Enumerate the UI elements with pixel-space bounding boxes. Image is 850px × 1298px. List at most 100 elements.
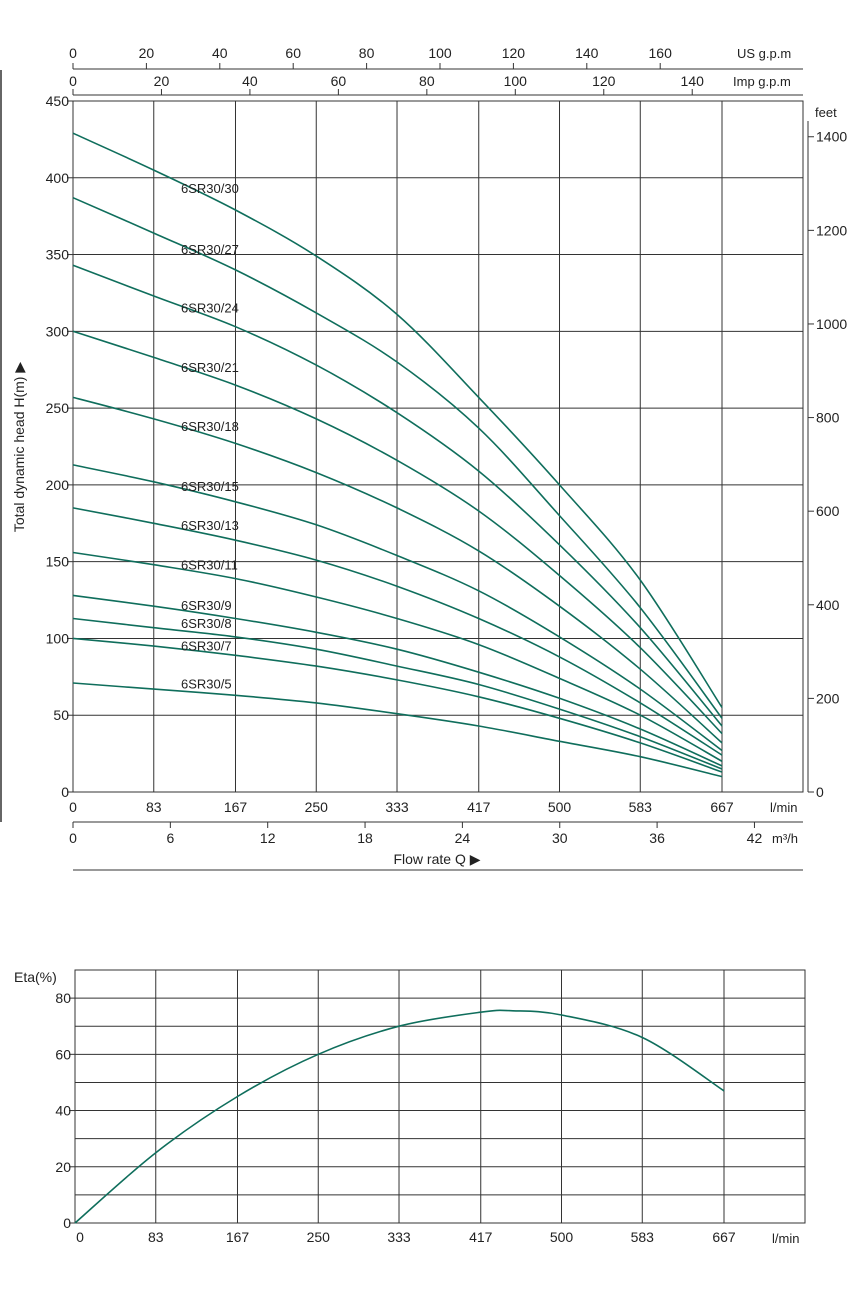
impgpm-tick-label: 40 <box>242 73 258 89</box>
x-lmin-tick-label: 500 <box>548 799 572 815</box>
curve-label: 6SR30/13 <box>181 518 239 533</box>
eta-x-tick-label: 250 <box>307 1229 331 1245</box>
impgpm-tick-label: 100 <box>504 73 528 89</box>
eta-x-tick-label: 333 <box>387 1229 411 1245</box>
y-tick-label: 300 <box>46 323 70 339</box>
usgpm-tick-label: 20 <box>139 45 155 61</box>
m3h-tick-label: 6 <box>166 830 174 846</box>
eta-y-tick-label: 20 <box>55 1159 71 1175</box>
curve-6sr30-30 <box>72 132 723 708</box>
usgpm-tick-label: 160 <box>649 45 673 61</box>
impgpm-tick-label: 120 <box>592 73 616 89</box>
curve-label: 6SR30/11 <box>181 557 238 572</box>
feet-unit: feet <box>815 105 837 120</box>
y-tick-label: 450 <box>46 93 70 109</box>
usgpm-tick-label: 80 <box>359 45 375 61</box>
eta-y-tick-label: 80 <box>55 990 71 1006</box>
m3h-tick-label: 42 <box>747 830 763 846</box>
curve-6sr30-21 <box>72 330 723 735</box>
curve-label: 6SR30/9 <box>181 598 232 613</box>
m3h-tick-label: 18 <box>357 830 373 846</box>
efficiency-curve <box>74 1009 725 1224</box>
curve-6sr30-11 <box>72 551 723 762</box>
y-axis-title: Total dynamic head H(m) ▶ <box>11 362 27 533</box>
impgpm-tick-label: 20 <box>154 73 170 89</box>
feet-tick-label: 1200 <box>816 222 847 238</box>
impgpm-tick-label: 0 <box>69 73 77 89</box>
curve-label: 6SR30/18 <box>181 419 239 434</box>
feet-tick-label: 800 <box>816 410 840 426</box>
usgpm-tick-label: 140 <box>575 45 599 61</box>
curve-6sr30-27 <box>72 196 723 719</box>
x-lmin-tick-label: 167 <box>224 799 248 815</box>
feet-tick-label: 0 <box>816 784 824 800</box>
y-tick-label: 100 <box>46 630 70 646</box>
usgpm-tick-label: 60 <box>285 45 301 61</box>
eta-x-unit: l/min <box>772 1231 799 1246</box>
m3h-tick-label: 36 <box>649 830 665 846</box>
usgpm-tick-label: 100 <box>428 45 452 61</box>
curve-6sr30-5 <box>72 682 723 778</box>
x-lmin-tick-label: 667 <box>710 799 734 815</box>
curve-6sr30-9 <box>72 594 723 767</box>
curve-6sr30-24 <box>72 264 723 727</box>
curve-6sr30-15 <box>72 464 723 752</box>
x-lmin-tick-label: 0 <box>69 799 77 815</box>
y-tick-label: 50 <box>53 707 69 723</box>
x-lmin-tick-label: 333 <box>385 799 409 815</box>
impgpm-tick-label: 80 <box>419 73 435 89</box>
curve-label: 6SR30/24 <box>181 301 239 316</box>
efficiency-chart: 0 20 40 60 80 0 83 167 250 333 417 500 583 667 l/min Et… <box>14 969 806 1246</box>
y-tick-label: 0 <box>61 784 69 800</box>
y-tick-label: 250 <box>46 400 70 416</box>
y-tick-label: 200 <box>46 477 70 493</box>
eta-x-tick-label: 417 <box>469 1229 493 1245</box>
curve-label: 6SR30/5 <box>181 676 232 691</box>
plot-border <box>72 100 804 793</box>
feet-tick-label: 200 <box>816 690 840 706</box>
curve-6sr30-18 <box>72 396 723 744</box>
feet-tick-label: 400 <box>816 597 840 613</box>
x-lmin-tick-label: 583 <box>629 799 653 815</box>
m3h-unit: m³/h <box>772 831 798 846</box>
impgpm-tick-label: 140 <box>681 73 705 89</box>
y-tick-label: 150 <box>46 554 70 570</box>
eta-x-tick-label: 83 <box>148 1229 164 1245</box>
usgpm-tick-label: 0 <box>69 45 77 61</box>
eta-y-axis-title: Eta(%) <box>14 969 57 985</box>
m3h-tick-label: 30 <box>552 830 568 846</box>
curve-label: 6SR30/8 <box>181 616 232 631</box>
y-tick-label: 350 <box>46 247 70 263</box>
m3h-tick-label: 24 <box>455 830 471 846</box>
feet-tick-label: 1400 <box>816 129 847 145</box>
curve-6sr30-8 <box>72 617 723 770</box>
usgpm-unit: US g.p.m <box>737 46 791 61</box>
eta-plot-border <box>74 969 806 1224</box>
m3h-tick-label: 0 <box>69 830 77 846</box>
feet-tick-label: 1000 <box>816 316 847 332</box>
impgpm-tick-label: 60 <box>331 73 347 89</box>
eta-y-tick-label: 60 <box>55 1046 71 1062</box>
eta-y-tick-label: 0 <box>63 1215 71 1231</box>
eta-x-tick-label: 583 <box>631 1229 655 1245</box>
curve-label: 6SR30/30 <box>181 181 239 196</box>
usgpm-tick-label: 40 <box>212 45 228 61</box>
eta-x-tick-label: 667 <box>712 1229 736 1245</box>
curve-label: 6SR30/15 <box>181 479 239 494</box>
x-lmin-tick-label: 250 <box>305 799 329 815</box>
curve-label: 6SR30/21 <box>181 360 239 375</box>
x-axis-title: Flow rate Q ▶ <box>393 851 480 867</box>
eta-y-tick-label: 40 <box>55 1103 71 1119</box>
y-tick-label: 400 <box>46 170 70 186</box>
curve-label: 6SR30/7 <box>181 639 232 654</box>
feet-tick-label: 600 <box>816 503 840 519</box>
x-lmin-tick-label: 83 <box>146 799 162 815</box>
eta-x-tick-label: 167 <box>226 1229 250 1245</box>
curve-6sr30-13 <box>72 507 723 756</box>
usgpm-tick-label: 120 <box>502 45 526 61</box>
impgpm-unit: Imp g.p.m <box>733 74 791 89</box>
m3h-tick-label: 12 <box>260 830 276 846</box>
eta-x-tick-label: 500 <box>550 1229 574 1245</box>
